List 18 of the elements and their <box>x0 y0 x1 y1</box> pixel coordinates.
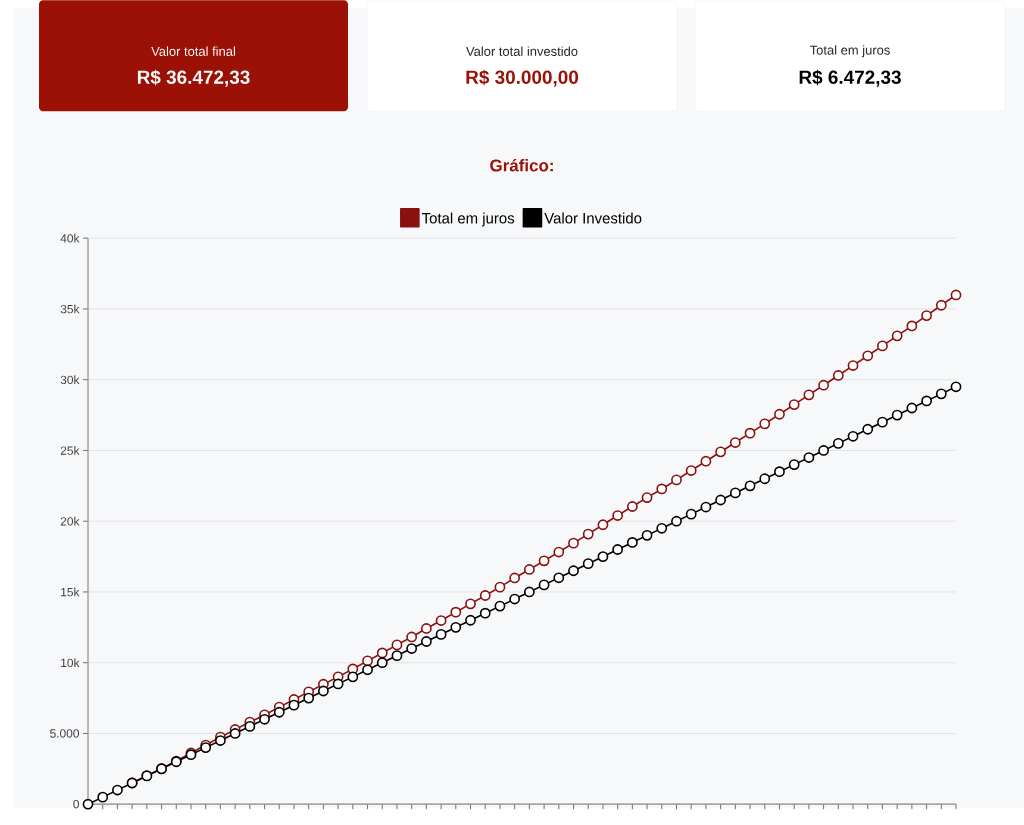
y-tick-label: 35k <box>60 304 80 314</box>
y-tick-label: 5.000 <box>50 729 80 738</box>
text: R$ 30.000,00 <box>466 69 579 87</box>
y-tick-label: 25k <box>60 445 80 455</box>
chart-title: Gráfico: <box>490 158 553 172</box>
text: Valor total final <box>151 46 235 56</box>
y-tick-label: 0 <box>73 799 80 809</box>
y-tick-label: 10k <box>61 658 80 667</box>
text: R$ 36.472,33 <box>137 69 250 87</box>
y-tick-label: 40k <box>60 233 80 243</box>
text: Total em juros <box>809 45 890 58</box>
legend-label: Total em juros <box>421 212 515 227</box>
y-tick-label: 30k <box>60 375 80 384</box>
y-tick-label: 15k <box>61 587 80 597</box>
text: R$ 6.472,33 <box>799 69 901 87</box>
text: Valor total investido <box>466 46 578 56</box>
y-tick-label: 20k <box>60 516 80 526</box>
legend-label: Valor Investido <box>544 212 642 224</box>
